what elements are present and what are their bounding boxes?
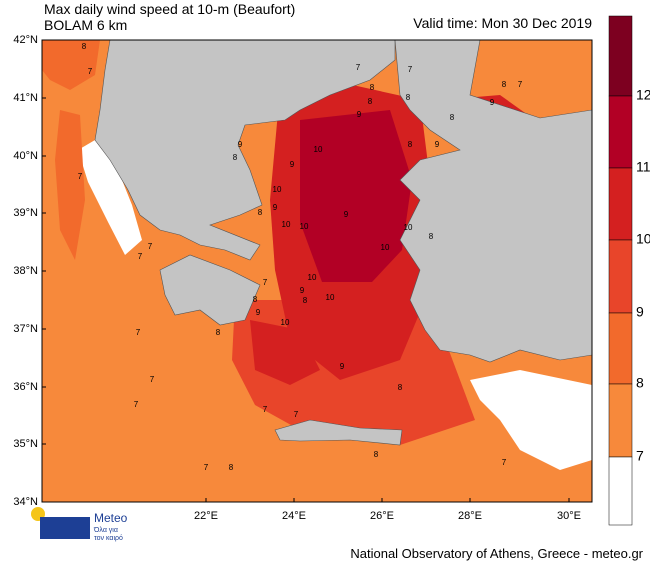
colorbar-label: 7 (636, 448, 644, 464)
contour-label: 8 (82, 42, 87, 51)
colorbar-segment (608, 167, 633, 241)
colorbar-segment (608, 312, 633, 385)
contour-label: 8 (374, 450, 379, 459)
contour-label: 7 (150, 375, 155, 384)
lon-label: 30°E (557, 510, 581, 522)
logo: Meteo Όλα για τον καιρό (31, 507, 128, 542)
contour-label: 8 (303, 296, 308, 305)
logo-name: Meteo (94, 511, 128, 525)
contour-label: 9 (344, 210, 349, 219)
contour-label: 7 (88, 67, 93, 76)
contour-label: 10 (281, 318, 290, 327)
contour-label: 9 (238, 140, 243, 149)
colorbar-label: 8 (636, 375, 644, 391)
logo-mark (40, 517, 90, 539)
contour-label: 7 (134, 400, 139, 409)
lat-label: 34°N (13, 496, 38, 508)
colorbar-label: 9 (636, 304, 644, 320)
contour-label: 7 (518, 80, 523, 89)
contour-label: 10 (326, 293, 335, 302)
contour-label: 7 (138, 252, 143, 261)
footer: National Observatory of Athens, Greece -… (350, 546, 643, 561)
contour-label: 8 (370, 83, 375, 92)
lat-label: 35°N (13, 438, 38, 450)
calm-zone (470, 370, 592, 470)
colorbar-label: 11 (636, 159, 650, 175)
contour-label: 10 (300, 222, 309, 231)
contour-label: 7 (356, 63, 361, 72)
logo-tagline: Όλα για (93, 527, 118, 534)
colorbar-segment (608, 95, 633, 169)
contour-label: 8 (258, 208, 263, 217)
contour-label: 10 (404, 223, 413, 232)
contour-label: 8 (406, 93, 411, 102)
contour-label: 7 (78, 172, 83, 181)
contour-label: 10 (314, 145, 323, 154)
lat-label: 41°N (13, 92, 38, 104)
lat-label: 39°N (13, 207, 38, 219)
model: BOLAM 6 km (44, 17, 127, 33)
colorbar-segment (608, 239, 633, 314)
lon-label: 22°E (194, 510, 218, 522)
contour-label: 9 (357, 110, 362, 119)
contour-label: 7 (408, 65, 413, 74)
colorbar-label: 12 (636, 87, 650, 103)
lon-label: 28°E (458, 510, 482, 522)
map-area (42, 40, 592, 502)
contour-label: 8 (216, 328, 221, 337)
contour-label: 10 (282, 220, 291, 229)
contour-label: 7 (294, 410, 299, 419)
contour-label: 7 (204, 463, 209, 472)
wind-zone (250, 320, 320, 385)
contour-label: 9 (273, 203, 278, 212)
contour-label: 8 (229, 463, 234, 472)
contour-label: 9 (340, 362, 345, 371)
title: Max daily wind speed at 10-m (Beaufort) (44, 1, 295, 17)
valid-time: Valid time: Mon 30 Dec 2019 (413, 15, 592, 31)
contour-label: 10 (273, 185, 282, 194)
logo-tagline: τον καιρό (94, 534, 123, 542)
land-crete (274, 419, 403, 446)
contour-label: 9 (300, 286, 305, 295)
contour-label: 7 (263, 278, 268, 287)
contour-label: 8 (233, 153, 238, 162)
lat-label: 38°N (13, 265, 38, 277)
contour-label: 8 (429, 232, 434, 241)
lat-label: 42°N (13, 34, 38, 46)
colorbar-segment (608, 15, 633, 97)
lon-label: 26°E (370, 510, 394, 522)
land-balkans (94, 40, 396, 261)
land-peloponnese (159, 254, 261, 326)
contour-label: 8 (408, 140, 413, 149)
contour-label: 7 (136, 328, 141, 337)
contour-label: 8 (502, 80, 507, 89)
contour-label: 9 (256, 308, 261, 317)
wind-zone (42, 40, 100, 90)
lat-label: 36°N (13, 381, 38, 393)
calm-zone (78, 140, 142, 255)
contour-label: 8 (368, 97, 373, 106)
contour-label: 9 (290, 160, 295, 169)
colorbar-segment (608, 456, 633, 526)
contour-label: 10 (381, 243, 390, 252)
lat-label: 40°N (13, 150, 38, 162)
contour-label: 8 (253, 295, 258, 304)
colorbar-segment (608, 383, 633, 458)
contour-label: 9 (490, 98, 495, 107)
wind-zone (300, 110, 412, 282)
contour-label: 8 (398, 383, 403, 392)
contour-label: 7 (263, 405, 268, 414)
lat-label: 37°N (13, 323, 38, 335)
contour-label: 10 (308, 273, 317, 282)
colorbar-label: 10 (636, 231, 650, 247)
contour-label: 7 (148, 242, 153, 251)
lon-label: 24°E (282, 510, 306, 522)
land-turkey (394, 40, 592, 363)
contour-label: 8 (450, 113, 455, 122)
wind-zone (55, 110, 85, 260)
contour-label: 9 (435, 140, 440, 149)
contour-label: 7 (502, 458, 507, 467)
